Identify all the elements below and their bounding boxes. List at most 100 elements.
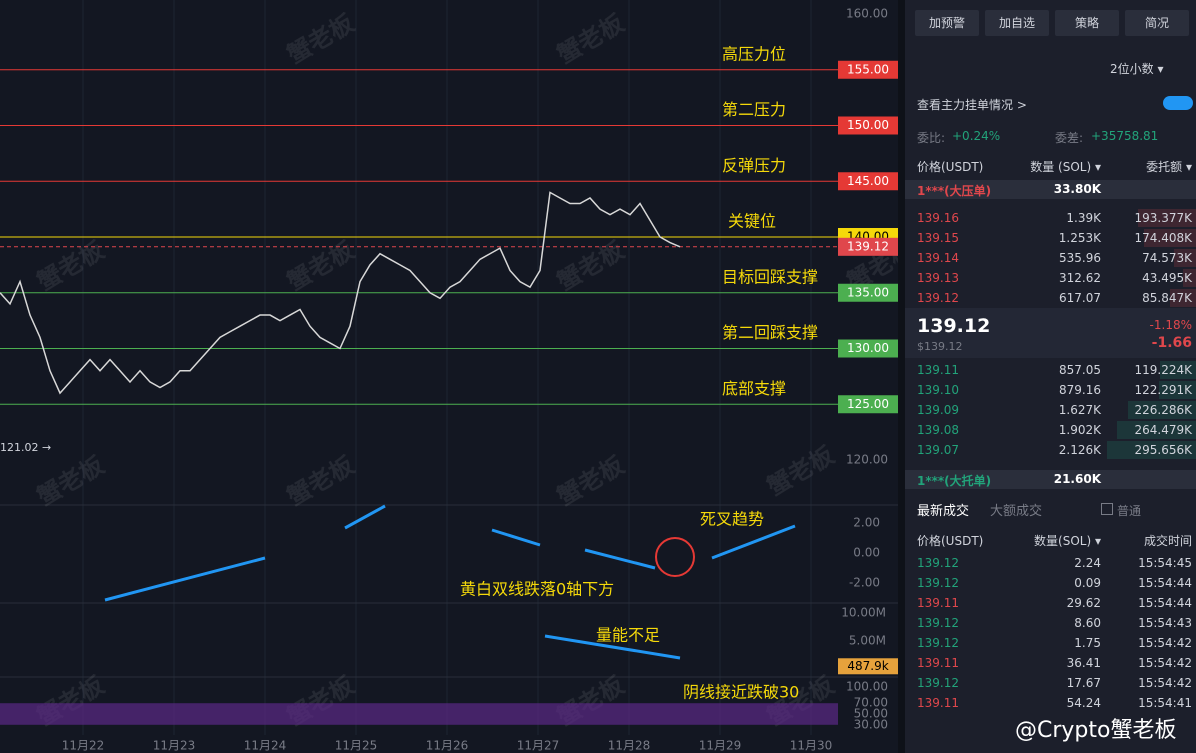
banner-qty: 21.60K [1053,472,1101,486]
level-note: 第二回踩支撑 [722,323,818,342]
volume-tag-label: 487.9k [847,659,888,673]
last-price-label: 139.12 [847,239,889,253]
level-note: 反弹压力 [722,156,786,175]
trade-tab[interactable]: 最新成交 [917,504,970,519]
diff-label: 委差: [1055,131,1084,145]
price: 139.13 [917,271,959,285]
toolbar-button[interactable]: 简况 [1125,10,1189,36]
depth-bar [1160,361,1196,379]
quantity: 857.05 [1059,363,1101,377]
mid-usd: $139.12 [917,340,963,353]
price: 139.11 [917,363,959,377]
quantity: 879.16 [1059,383,1101,397]
highlight-circle [655,537,695,577]
amount: 193.377K [1134,211,1193,225]
x-tick-label: 11月27 [517,739,560,753]
x-tick-label: 11月23 [153,739,196,753]
x-tick-label: 11月24 [244,739,287,753]
amount: 122.291K [1134,383,1193,397]
last-price-tag [838,237,898,256]
mid-price: 139.12 [917,315,991,337]
trade-time: 15:54:44 [1138,576,1192,590]
price: 139.07 [917,443,959,457]
amount: 43.495K [1142,271,1192,285]
trade-tab[interactable]: 大额成交 [990,504,1043,519]
rsi-tick-label: 50.00 [854,707,888,721]
x-tick-label: 11月29 [699,739,742,753]
banner-label: 1***(大托单) [917,474,992,488]
column-header: 数量(SOL) ▾ [1034,534,1101,548]
toolbar-button[interactable]: 策略 [1055,10,1119,36]
trade-price: 139.12 [917,616,959,630]
level-note: 底部支撑 [722,379,786,398]
column-header: 委托额 ▾ [1146,160,1192,174]
annotation: 死叉趋势 [700,510,764,529]
level-tag-label: 145.00 [847,174,889,188]
macd-tick-label: 0.00 [853,546,880,560]
mid-bg [905,308,1196,358]
depth-bar [1107,441,1196,459]
footer-watermark: @Crypto蟹老板 [1015,718,1177,743]
level-note: 关键位 [728,212,776,231]
annotation: 量能不足 [596,626,660,645]
annotation: 阴线接近跌破30 [683,683,799,702]
side-panel: 加预警 加自选 策略 简况 2位小数 ▾ 查看主力挂单情况 > 委比: +0.24% 委差: +3… [905,0,1196,753]
column-header: 成交时间 [1143,534,1192,548]
x-tick-label: 11月22 [62,739,105,753]
column-header: 价格(USDT) [917,534,984,548]
level-tag-label: 125.00 [847,397,889,411]
toolbar-button[interactable]: 加预警 [915,10,979,36]
filter-label: 普通 [1117,504,1142,518]
depth-bar [1116,421,1196,439]
trade-time: 15:54:42 [1138,676,1192,690]
trade-qty: 36.41 [1066,656,1101,670]
depth-bar [1143,229,1196,247]
annotation: 黄白双线跌落0轴下方 [460,580,614,599]
trade-time: 15:54:42 [1138,636,1192,650]
diff: +35758.81 [1091,129,1159,143]
price: 139.16 [917,211,959,225]
main-orders-link[interactable]: 查看主力挂单情况 > [917,98,1027,112]
low-marker: 121.02 → [0,441,51,454]
trade-price: 139.11 [917,596,959,610]
banner [905,470,1196,489]
grid [82,0,812,735]
trade-time: 15:54:42 [1138,656,1192,670]
quantity: 312.62 [1059,271,1101,285]
volume-tick-label: 5.00M [849,634,886,648]
level-tag [838,60,898,79]
level-tag-label: 155.00 [847,62,889,76]
quantity: 1.902K [1058,423,1101,437]
quantity: 1.39K [1066,211,1101,225]
level-tag [838,395,898,414]
level-tag-label: 130.00 [847,341,889,355]
level-tag [838,116,898,135]
amount: 74.573K [1142,251,1192,265]
level-tag-label: 150.00 [847,118,889,132]
column-header: 数量 (SOL) ▾ [1030,160,1101,174]
ratio: +0.24% [952,129,1001,143]
checkbox[interactable] [1101,503,1113,515]
x-tick-label: 11月26 [426,739,469,753]
level-tag [838,172,898,191]
decimals-select[interactable]: 2位小数 ▾ [1110,62,1164,76]
price-line [0,191,681,395]
trade-time: 15:54:41 [1138,696,1192,710]
quantity: 617.07 [1059,291,1101,305]
volume-tick-label: 10.00M [841,606,886,620]
trade-qty: 8.60 [1074,616,1101,630]
trade-qty: 0.09 [1074,576,1101,590]
trade-price: 139.12 [917,556,959,570]
rsi-band [0,703,838,725]
trade-qty: 54.24 [1066,696,1101,710]
amount: 264.479K [1134,423,1193,437]
banner [905,180,1196,199]
column-header: 价格(USDT) [917,160,984,174]
price: 139.12 [917,291,959,305]
toolbar-button[interactable]: 加自选 [985,10,1049,36]
change: -1.66 [1151,335,1192,351]
quantity: 1.253K [1058,231,1101,245]
toggle[interactable] [1163,96,1193,110]
pane-separator [898,0,905,753]
